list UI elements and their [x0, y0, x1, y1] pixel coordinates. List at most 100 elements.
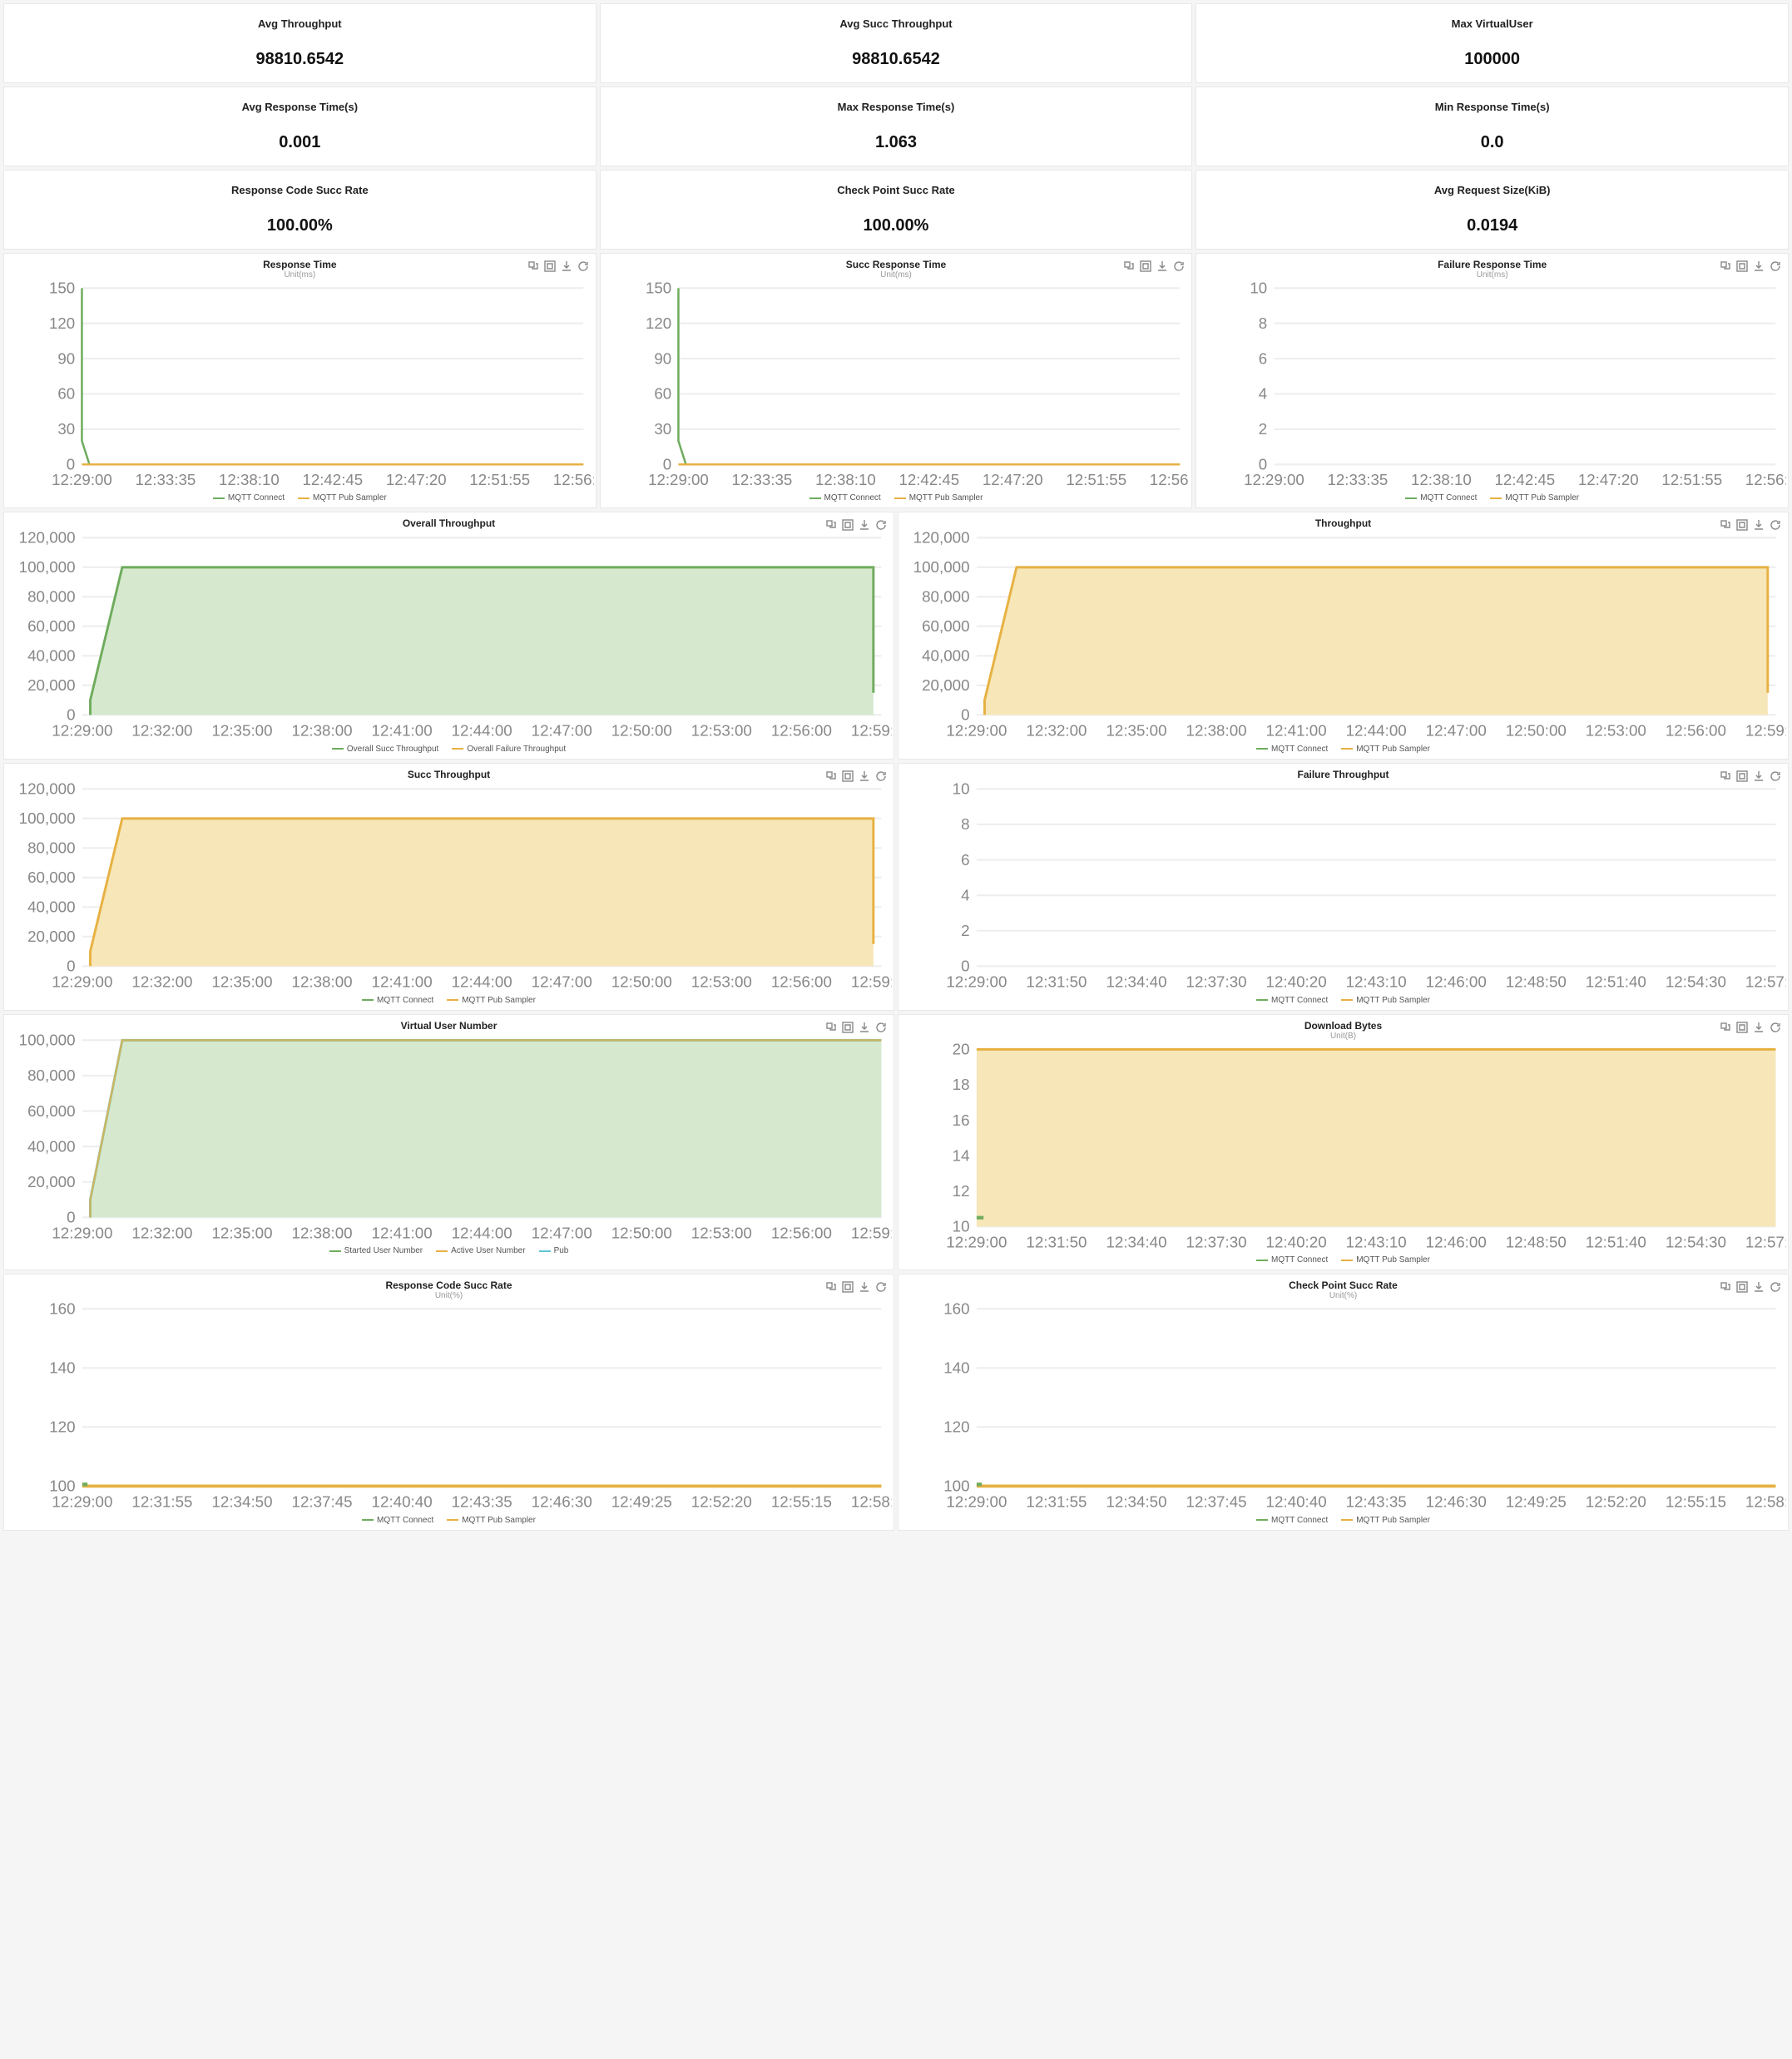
svg-text:20,000: 20,000: [27, 1173, 75, 1190]
chart-svg: 020,00040,00060,00080,000100,000120,0001…: [900, 531, 1786, 740]
svg-text:12:51:40: 12:51:40: [1586, 1233, 1646, 1250]
svg-text:12:34:50: 12:34:50: [211, 1493, 272, 1511]
svg-text:12:35:00: 12:35:00: [211, 1224, 272, 1241]
svg-text:12:46:30: 12:46:30: [532, 1493, 592, 1511]
legend-item: MQTT Connect: [213, 493, 285, 502]
chart-title: Succ Response Time: [602, 259, 1191, 270]
legend-item: MQTT Pub Sampler: [298, 493, 387, 502]
fullscreen-icon[interactable]: [842, 519, 854, 531]
download-icon[interactable]: [1156, 260, 1168, 272]
download-icon[interactable]: [561, 260, 572, 272]
download-icon[interactable]: [859, 770, 870, 782]
legend-item: Pub: [539, 1246, 569, 1255]
fullscreen-icon[interactable]: [842, 1281, 854, 1293]
svg-text:12:41:00: 12:41:00: [372, 973, 433, 990]
svg-text:12:38:00: 12:38:00: [292, 973, 353, 990]
expand-icon[interactable]: [527, 260, 539, 272]
fullscreen-icon[interactable]: [1736, 1022, 1748, 1033]
svg-text:12:38:00: 12:38:00: [292, 722, 353, 740]
svg-text:12:59:00: 12:59:00: [851, 1224, 892, 1241]
metric-label: Avg Response Time(s): [9, 101, 591, 113]
fullscreen-icon[interactable]: [1736, 260, 1748, 272]
svg-text:12:29:00: 12:29:00: [52, 471, 112, 488]
download-icon[interactable]: [1753, 1281, 1765, 1293]
expand-icon[interactable]: [1720, 1281, 1731, 1293]
download-icon[interactable]: [1753, 1022, 1765, 1033]
chart-svg: 024681012:29:0012:33:3512:38:1012:42:451…: [1198, 281, 1786, 488]
download-icon[interactable]: [1753, 519, 1765, 531]
refresh-icon[interactable]: [1770, 1281, 1781, 1293]
legend-item: Active User Number: [436, 1246, 525, 1255]
download-icon[interactable]: [1753, 260, 1765, 272]
svg-text:12:51:55: 12:51:55: [469, 471, 530, 488]
legend-item: Overall Succ Throughput: [332, 745, 438, 754]
metric-card: Avg Succ Throughput98810.6542: [600, 3, 1193, 83]
chart-legend: MQTT ConnectMQTT Pub Sampler: [1198, 488, 1786, 502]
svg-text:120: 120: [943, 1418, 969, 1436]
expand-icon[interactable]: [825, 519, 837, 531]
svg-text:30: 30: [57, 420, 75, 438]
svg-text:12:41:00: 12:41:00: [372, 1224, 433, 1241]
refresh-icon[interactable]: [1173, 260, 1185, 272]
fullscreen-icon[interactable]: [1736, 1281, 1748, 1293]
chart-panel: Virtual User Number020,00040,00060,00080…: [3, 1014, 894, 1271]
expand-icon[interactable]: [1720, 519, 1731, 531]
legend-item: MQTT Connect: [1256, 1516, 1328, 1525]
refresh-icon[interactable]: [1770, 770, 1781, 782]
expand-icon[interactable]: [1720, 1022, 1731, 1033]
svg-text:18: 18: [953, 1076, 970, 1093]
download-icon[interactable]: [859, 519, 870, 531]
fullscreen-icon[interactable]: [1736, 519, 1748, 531]
chart-svg: 020,00040,00060,00080,000100,000120,0001…: [6, 782, 892, 991]
chart-svg: 020,00040,00060,00080,000100,00012:29:00…: [6, 1033, 892, 1242]
refresh-icon[interactable]: [1770, 260, 1781, 272]
metric-value: 100000: [1201, 50, 1783, 69]
fullscreen-icon[interactable]: [842, 1022, 854, 1033]
chart-unit: Unit(ms): [6, 270, 594, 280]
legend-item: MQTT Connect: [809, 493, 881, 502]
expand-icon[interactable]: [825, 770, 837, 782]
legend-item: MQTT Connect: [362, 1516, 433, 1525]
svg-text:12:37:45: 12:37:45: [292, 1493, 353, 1511]
svg-text:12:40:40: 12:40:40: [1266, 1493, 1327, 1511]
svg-text:12:50:00: 12:50:00: [611, 1224, 672, 1241]
svg-text:12:40:20: 12:40:20: [1266, 973, 1327, 990]
download-icon[interactable]: [859, 1281, 870, 1293]
download-icon[interactable]: [1753, 770, 1765, 782]
svg-text:80,000: 80,000: [27, 1067, 75, 1084]
refresh-icon[interactable]: [1770, 1022, 1781, 1033]
chart-svg: 020,00040,00060,00080,000100,000120,0001…: [6, 531, 892, 740]
expand-icon[interactable]: [825, 1022, 837, 1033]
svg-text:12:53:00: 12:53:00: [1586, 722, 1646, 740]
metric-card: Avg Request Size(KiB)0.0194: [1195, 170, 1789, 250]
svg-text:12:29:00: 12:29:00: [946, 722, 1007, 740]
svg-text:12:47:20: 12:47:20: [386, 471, 447, 488]
metric-label: Min Response Time(s): [1201, 101, 1783, 113]
svg-text:30: 30: [654, 420, 671, 438]
fullscreen-icon[interactable]: [1736, 770, 1748, 782]
expand-icon[interactable]: [1123, 260, 1135, 272]
refresh-icon[interactable]: [1770, 519, 1781, 531]
svg-text:60,000: 60,000: [27, 1101, 75, 1119]
refresh-icon[interactable]: [577, 260, 589, 272]
svg-text:2: 2: [961, 922, 969, 939]
fullscreen-icon[interactable]: [842, 770, 854, 782]
refresh-icon[interactable]: [875, 770, 887, 782]
fullscreen-icon[interactable]: [1140, 260, 1151, 272]
svg-text:12:38:10: 12:38:10: [815, 471, 876, 488]
download-icon[interactable]: [859, 1022, 870, 1033]
refresh-icon[interactable]: [875, 1022, 887, 1033]
fullscreen-icon[interactable]: [544, 260, 556, 272]
metric-label: Max VirtualUser: [1201, 17, 1783, 30]
svg-text:12:33:35: 12:33:35: [1328, 471, 1389, 488]
refresh-icon[interactable]: [875, 519, 887, 531]
metric-label: Avg Throughput: [9, 17, 591, 30]
svg-text:12:59:00: 12:59:00: [851, 722, 892, 740]
chart-legend: MQTT ConnectMQTT Pub Sampler: [900, 991, 1786, 1005]
expand-icon[interactable]: [825, 1281, 837, 1293]
svg-text:60,000: 60,000: [27, 618, 75, 636]
expand-icon[interactable]: [1720, 770, 1731, 782]
refresh-icon[interactable]: [875, 1281, 887, 1293]
metric-label: Avg Request Size(KiB): [1201, 184, 1783, 196]
expand-icon[interactable]: [1720, 260, 1731, 272]
